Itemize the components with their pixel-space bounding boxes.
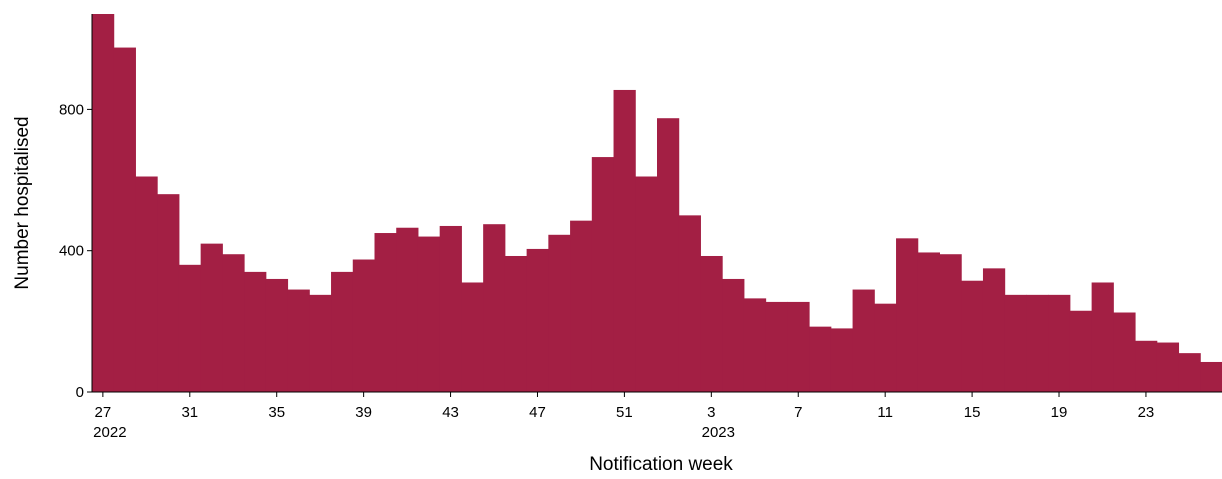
bar-week-7-32 <box>787 301 810 392</box>
y-tick-label-400: 400 <box>59 243 84 260</box>
bar-week-2-27 <box>678 215 701 392</box>
y-axis-title: Number hospitalised <box>12 116 33 289</box>
x-axis-title: Notification week <box>589 454 733 475</box>
x-tick-label-23: 23 <box>1138 404 1155 421</box>
bar-week-23-48 <box>1135 340 1158 392</box>
bar-week-46-19 <box>504 255 528 392</box>
x-tick-label-7: 7 <box>794 404 802 421</box>
x-tick-label-39: 39 <box>355 404 372 421</box>
bar-week-13-38 <box>917 252 940 392</box>
bar-week-39-12 <box>352 259 375 392</box>
bar-week-47-20 <box>526 248 549 392</box>
bar-week-26-51 <box>1200 361 1222 392</box>
bar-week-5-30 <box>743 298 767 392</box>
bar-week-32-5 <box>200 243 223 392</box>
x-tick-label-51: 51 <box>616 404 633 421</box>
y-axis: 0 400 800 <box>59 14 93 401</box>
x-tick-label-31: 31 <box>181 404 198 421</box>
x-tick-label-43: 43 <box>442 404 459 421</box>
bar-week-10-35 <box>852 289 875 392</box>
x-tick-label-35: 35 <box>268 404 285 421</box>
bar-week-38-11 <box>331 271 354 392</box>
bar-week-9-34 <box>830 328 854 392</box>
bar-week-24-49 <box>1156 342 1180 392</box>
bar-week-31-4 <box>178 264 202 392</box>
bar-week-37-10 <box>309 294 332 392</box>
bar-week-12-37 <box>896 238 919 392</box>
x-tick-label-47: 47 <box>529 404 546 421</box>
bar-week-28-1 <box>113 47 136 393</box>
x-tick-label-15: 15 <box>964 404 981 421</box>
bar-week-8-33 <box>809 326 832 392</box>
bar-week-3-28 <box>700 255 723 392</box>
x-axis: 27 2022 31 35 39 43 47 51 3 2023 7 11 15 19 23 <box>92 391 1222 441</box>
bar-week-34-7 <box>244 271 267 392</box>
bar-week-19-44 <box>1048 294 1071 392</box>
x-tick-label-19: 19 <box>1051 404 1068 421</box>
bar-week-16-41 <box>982 268 1006 392</box>
bar-week-20-45 <box>1069 310 1093 392</box>
bar-week-42-15 <box>417 236 441 392</box>
bar-week-29-2 <box>135 176 158 392</box>
bar-week-52-25 <box>635 176 658 392</box>
bar-week-48-21 <box>548 234 571 392</box>
bar-week-11-36 <box>874 303 897 392</box>
bar-week-30-3 <box>157 194 180 392</box>
x-tick-label-3: 3 <box>707 404 715 421</box>
bar-week-18-43 <box>1026 294 1049 392</box>
x-tick-label-27: 27 <box>95 404 112 421</box>
bar-week-4-29 <box>722 278 745 392</box>
y-tick-label-800: 800 <box>59 101 84 118</box>
x-tick-label-11: 11 <box>877 404 893 421</box>
bar-week-44-17 <box>461 282 484 392</box>
bar-week-51-24 <box>613 89 636 392</box>
bar-week-50-23 <box>591 157 615 392</box>
bar-week-35-8 <box>265 278 289 392</box>
bars <box>92 14 1222 393</box>
x-year-label-2023: 2023 <box>702 424 735 441</box>
bar-week-14-39 <box>939 254 962 392</box>
bar-week-25-50 <box>1178 353 1201 392</box>
bar-week-41-14 <box>396 227 419 392</box>
bar-week-36-9 <box>287 289 310 392</box>
bar-week-6-31 <box>765 301 788 392</box>
bar-week-17-42 <box>1004 294 1027 392</box>
x-year-label-2022: 2022 <box>93 424 126 441</box>
bar-week-22-47 <box>1113 312 1136 392</box>
bar-week-49-22 <box>570 220 593 392</box>
bar-week-45-18 <box>483 224 506 392</box>
bar-week-15-40 <box>961 280 984 392</box>
bar-week-40-13 <box>374 233 397 392</box>
bar-week-21-46 <box>1091 282 1114 392</box>
bar-week-33-6 <box>222 254 245 392</box>
bar-week-27-0 <box>92 14 115 392</box>
y-tick-label-0: 0 <box>76 384 84 401</box>
bar-week-43-16 <box>439 225 462 392</box>
bar-week-1-26 <box>657 118 680 393</box>
